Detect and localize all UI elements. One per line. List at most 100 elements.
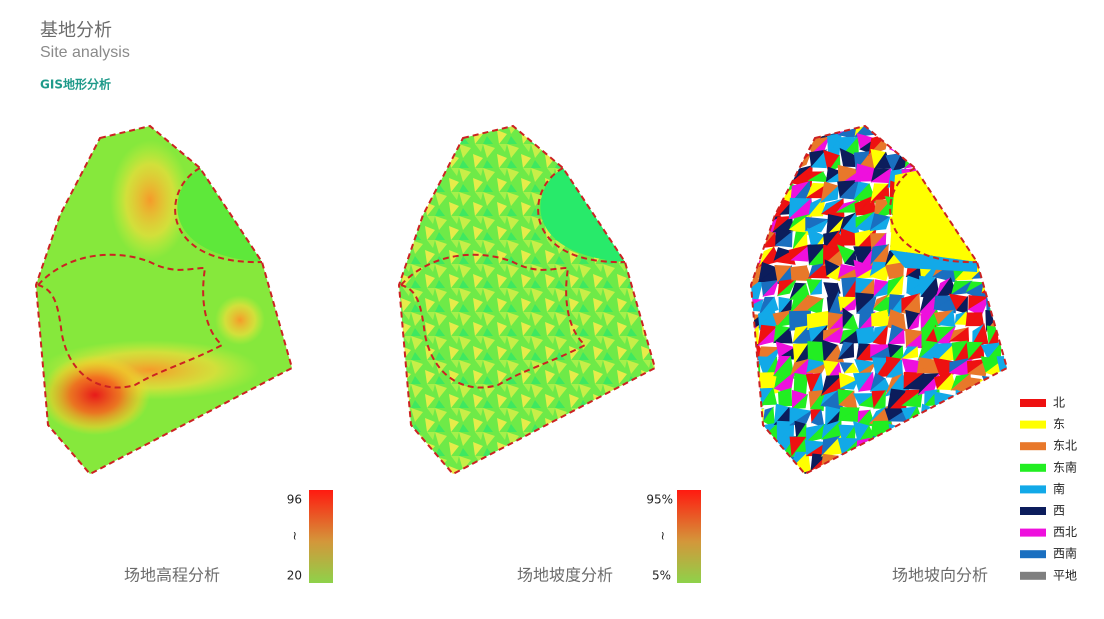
aspect-cell — [981, 375, 1003, 389]
aspect-cell — [939, 183, 956, 204]
aspect-cell — [856, 452, 876, 471]
aspect-cell — [972, 233, 990, 249]
legend-swatch — [1020, 571, 1046, 580]
legend-swatch — [1020, 528, 1046, 537]
aspect-cell — [982, 234, 1002, 251]
aspect-cell — [811, 408, 825, 429]
aspect-cell — [999, 436, 1007, 459]
aspect-cell — [872, 324, 889, 346]
aspect-cell — [789, 134, 809, 152]
aspect-cell — [905, 439, 925, 459]
aspect-cell — [905, 420, 920, 446]
aspect-cell — [983, 151, 1005, 172]
aspect-cell — [996, 355, 1007, 378]
aspect-cell — [948, 165, 968, 185]
aspect-cell — [986, 409, 999, 425]
aspect-cell — [936, 126, 956, 140]
aspect-cell — [1002, 341, 1007, 361]
aspect-cell — [932, 154, 951, 166]
aspect-cell — [983, 388, 1002, 413]
aspect-cell — [888, 261, 905, 280]
aspect-cell — [762, 280, 779, 297]
aspect-cell — [964, 132, 989, 150]
aspect-cell — [980, 126, 1000, 139]
section-label: GIS地形分析 — [40, 77, 111, 92]
aspect-cell — [907, 313, 920, 331]
aspect-cell — [751, 198, 763, 218]
aspect-cell — [984, 422, 999, 444]
aspect-cell — [890, 250, 977, 272]
aspect-cell — [985, 469, 1000, 474]
aspect-cell — [751, 379, 762, 394]
aspect-cell — [885, 452, 903, 474]
aspect-cell — [774, 154, 793, 168]
aspect-cell — [966, 453, 983, 473]
aspect-cell — [966, 452, 985, 474]
aspect-cell — [999, 230, 1007, 252]
aspect-cell — [984, 423, 1005, 445]
legend-swatch — [1020, 420, 1046, 429]
caption: 场地高程分析 — [124, 566, 220, 585]
aspect-cell — [999, 330, 1007, 346]
aspect-cell — [981, 126, 1006, 139]
aspect-cell — [751, 228, 765, 250]
aspect-cell — [969, 198, 988, 218]
aspect-cell — [919, 148, 937, 172]
aspect-cell — [872, 435, 892, 455]
aspect-cell — [999, 259, 1007, 283]
aspect-cell — [932, 155, 955, 172]
aspect-cell — [936, 126, 955, 141]
aspect-cell — [983, 179, 1005, 201]
aspect-cell — [964, 147, 987, 167]
aspect-cell — [948, 423, 971, 439]
aspect-cell — [997, 291, 1007, 316]
aspect-cell — [965, 212, 988, 234]
aspect-cell — [762, 166, 781, 187]
aspect-cell — [760, 387, 778, 406]
aspect-cell — [998, 131, 1007, 157]
aspect-cell — [903, 436, 920, 459]
aspect-cell — [948, 424, 971, 441]
legend-swatch — [1020, 463, 1046, 472]
aspect-cell — [953, 410, 967, 428]
aspect-cell — [778, 137, 795, 155]
aspect-cell — [903, 126, 919, 137]
aspect-cell — [921, 470, 940, 474]
aspect-cell — [967, 228, 983, 246]
aspect-cell — [987, 261, 1005, 281]
legend-swatch — [1020, 442, 1046, 451]
aspect-cell — [886, 126, 904, 139]
aspect-cell — [761, 147, 782, 172]
aspect-cell — [751, 126, 763, 138]
aspect-cell — [998, 377, 1007, 396]
aspect-cell — [997, 406, 1007, 424]
aspect-cell — [751, 132, 767, 149]
aspect-cell — [756, 469, 778, 474]
aspect-cell — [751, 249, 761, 265]
aspect-cell — [1001, 126, 1007, 139]
aspect-cell — [778, 473, 795, 474]
aspect-cell — [870, 216, 891, 231]
aspect-cell — [933, 404, 958, 424]
aspect-cell — [932, 410, 958, 425]
aspect-cell — [999, 458, 1007, 470]
legend-min: 5% — [652, 569, 671, 583]
aspect-cell — [858, 467, 877, 474]
aspect-cell — [951, 126, 970, 136]
aspect-cell — [996, 148, 1007, 173]
aspect-cell — [891, 470, 905, 474]
aspect-cell — [984, 133, 1004, 153]
aspect-cell — [810, 278, 822, 295]
aspect-cell — [869, 126, 891, 134]
legend-label: 东南 — [1053, 459, 1077, 474]
aspect-cell — [964, 389, 990, 410]
aspect-cell — [1001, 181, 1007, 203]
aspect-cell — [902, 456, 926, 474]
aspect-cell — [751, 407, 764, 424]
aspect-cell — [921, 471, 936, 474]
legend-swatch — [1020, 550, 1046, 559]
aspect-cell — [751, 182, 764, 201]
aspect-cell — [762, 126, 779, 141]
aspect-cell — [980, 247, 1001, 268]
aspect-cell — [935, 168, 955, 188]
